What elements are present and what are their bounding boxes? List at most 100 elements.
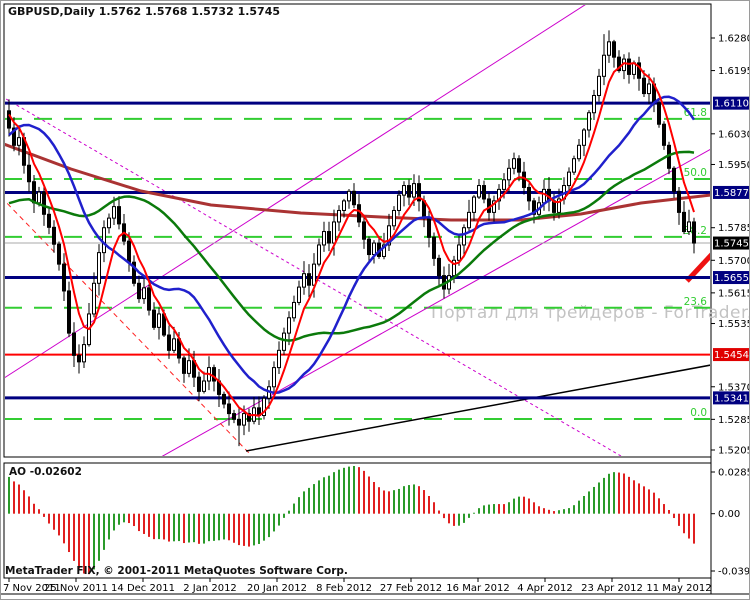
main-plot-frame[interactable]	[3, 3, 712, 458]
candle-body	[582, 129, 586, 146]
candle-body	[627, 58, 631, 75]
ma-blue-medium[interactable]	[8, 95, 696, 395]
candle-body	[292, 301, 296, 319]
candle-body	[642, 77, 646, 95]
ma-red-fast[interactable]	[8, 62, 695, 417]
candle-body	[307, 273, 311, 286]
candle-body	[402, 185, 406, 196]
candle-body	[597, 75, 601, 96]
candle-body	[532, 200, 536, 215]
candle-body	[102, 227, 106, 254]
candle-body	[347, 190, 351, 202]
candle-body	[147, 287, 151, 311]
candle-body	[417, 183, 421, 202]
date-tick-label: 14 Dec 2011	[111, 583, 175, 594]
fib-level-label: 50.0	[684, 167, 707, 179]
candle-body	[387, 225, 391, 246]
candle-body	[227, 403, 231, 415]
ma-green-slow[interactable]	[8, 150, 695, 342]
candle-body	[262, 397, 266, 417]
candle-body	[557, 198, 561, 213]
candle-body	[222, 393, 226, 405]
price-tick-label: 1.5285	[718, 415, 750, 426]
candle-body	[467, 211, 471, 229]
price-label-box-text: 1.5454	[714, 350, 749, 361]
candle-body	[357, 204, 361, 223]
trendline-ascending-magenta-long[interactable]	[161, 148, 711, 457]
candle-body	[437, 257, 441, 277]
trendline-ascending-magenta-steep[interactable]	[1, 1, 591, 380]
candle-body	[82, 344, 86, 363]
ma-darkred-long[interactable]	[1, 142, 711, 222]
price-label-box-text: 1.5341	[714, 393, 749, 404]
ao-histogram[interactable]	[8, 466, 695, 575]
candle-body	[617, 56, 621, 72]
candle-body	[182, 357, 186, 374]
candle-body	[457, 244, 461, 261]
candle-body	[542, 188, 546, 204]
candle-body	[592, 94, 596, 114]
candle-body	[322, 231, 326, 246]
price-label-box-text: 1.5877	[714, 188, 749, 199]
candle-body	[337, 209, 341, 223]
ao-tick-label: 0.02853	[718, 468, 750, 479]
candle-body	[57, 243, 61, 265]
candle-body	[482, 185, 486, 200]
price-tick-label: 1.6280	[718, 34, 750, 45]
candle-body	[237, 418, 241, 426]
candle-body	[572, 158, 576, 173]
candle-body	[127, 240, 131, 263]
trendline-ascending-black[interactable]	[245, 364, 711, 452]
candle-body	[297, 286, 301, 303]
candle-body	[517, 158, 521, 173]
candle-body	[392, 209, 396, 227]
candle-body	[407, 185, 411, 198]
candle-body	[452, 259, 456, 277]
candle-body	[677, 190, 681, 213]
candle-body	[472, 196, 476, 213]
candle-body	[242, 413, 246, 426]
candle-body	[492, 200, 496, 213]
candle-body	[17, 137, 21, 146]
candle-body	[277, 349, 281, 369]
candle-body	[132, 261, 136, 284]
price-label-box-text: 1.5655	[714, 273, 749, 284]
candle-body	[317, 244, 321, 265]
candle-body	[462, 227, 466, 246]
candle-body	[52, 226, 56, 245]
trendline-descending-red-dashed[interactable]	[1, 197, 250, 454]
plot-content[interactable]: 61.850.038.223.60.0	[1, 1, 714, 457]
candle-body	[342, 200, 346, 211]
candle-body	[567, 171, 571, 187]
candle-body	[287, 317, 291, 334]
candle-body	[152, 309, 156, 328]
candle-body	[167, 334, 171, 351]
candle-body	[397, 194, 401, 211]
price-tick-label: 1.5785	[718, 223, 750, 234]
candle-body	[682, 211, 686, 233]
candle-body	[172, 338, 176, 351]
price-label-box	[713, 271, 749, 285]
ao-panel-frame[interactable]	[3, 462, 712, 579]
price-tick-label: 1.5700	[718, 256, 750, 267]
candle-body	[372, 242, 376, 256]
candle-body	[512, 158, 516, 169]
candle-body	[32, 181, 36, 204]
candle-body	[637, 62, 641, 79]
price-tick-label: 1.5205	[718, 446, 750, 457]
candle-body	[672, 167, 676, 192]
candle-body	[332, 221, 336, 244]
candle-body	[502, 179, 506, 190]
candle-body	[692, 221, 696, 244]
candle-body	[602, 54, 606, 77]
candle-body	[97, 252, 101, 284]
candle-body	[77, 354, 81, 363]
price-tick-label: 1.5370	[718, 382, 750, 393]
date-tick-label: 20 Jan 2012	[247, 583, 307, 594]
candle-body	[7, 110, 11, 129]
date-tick-label: 25 Nov 2011	[44, 583, 108, 594]
candle-body	[282, 332, 286, 351]
candle-body	[272, 367, 276, 388]
candle-body	[12, 127, 16, 146]
